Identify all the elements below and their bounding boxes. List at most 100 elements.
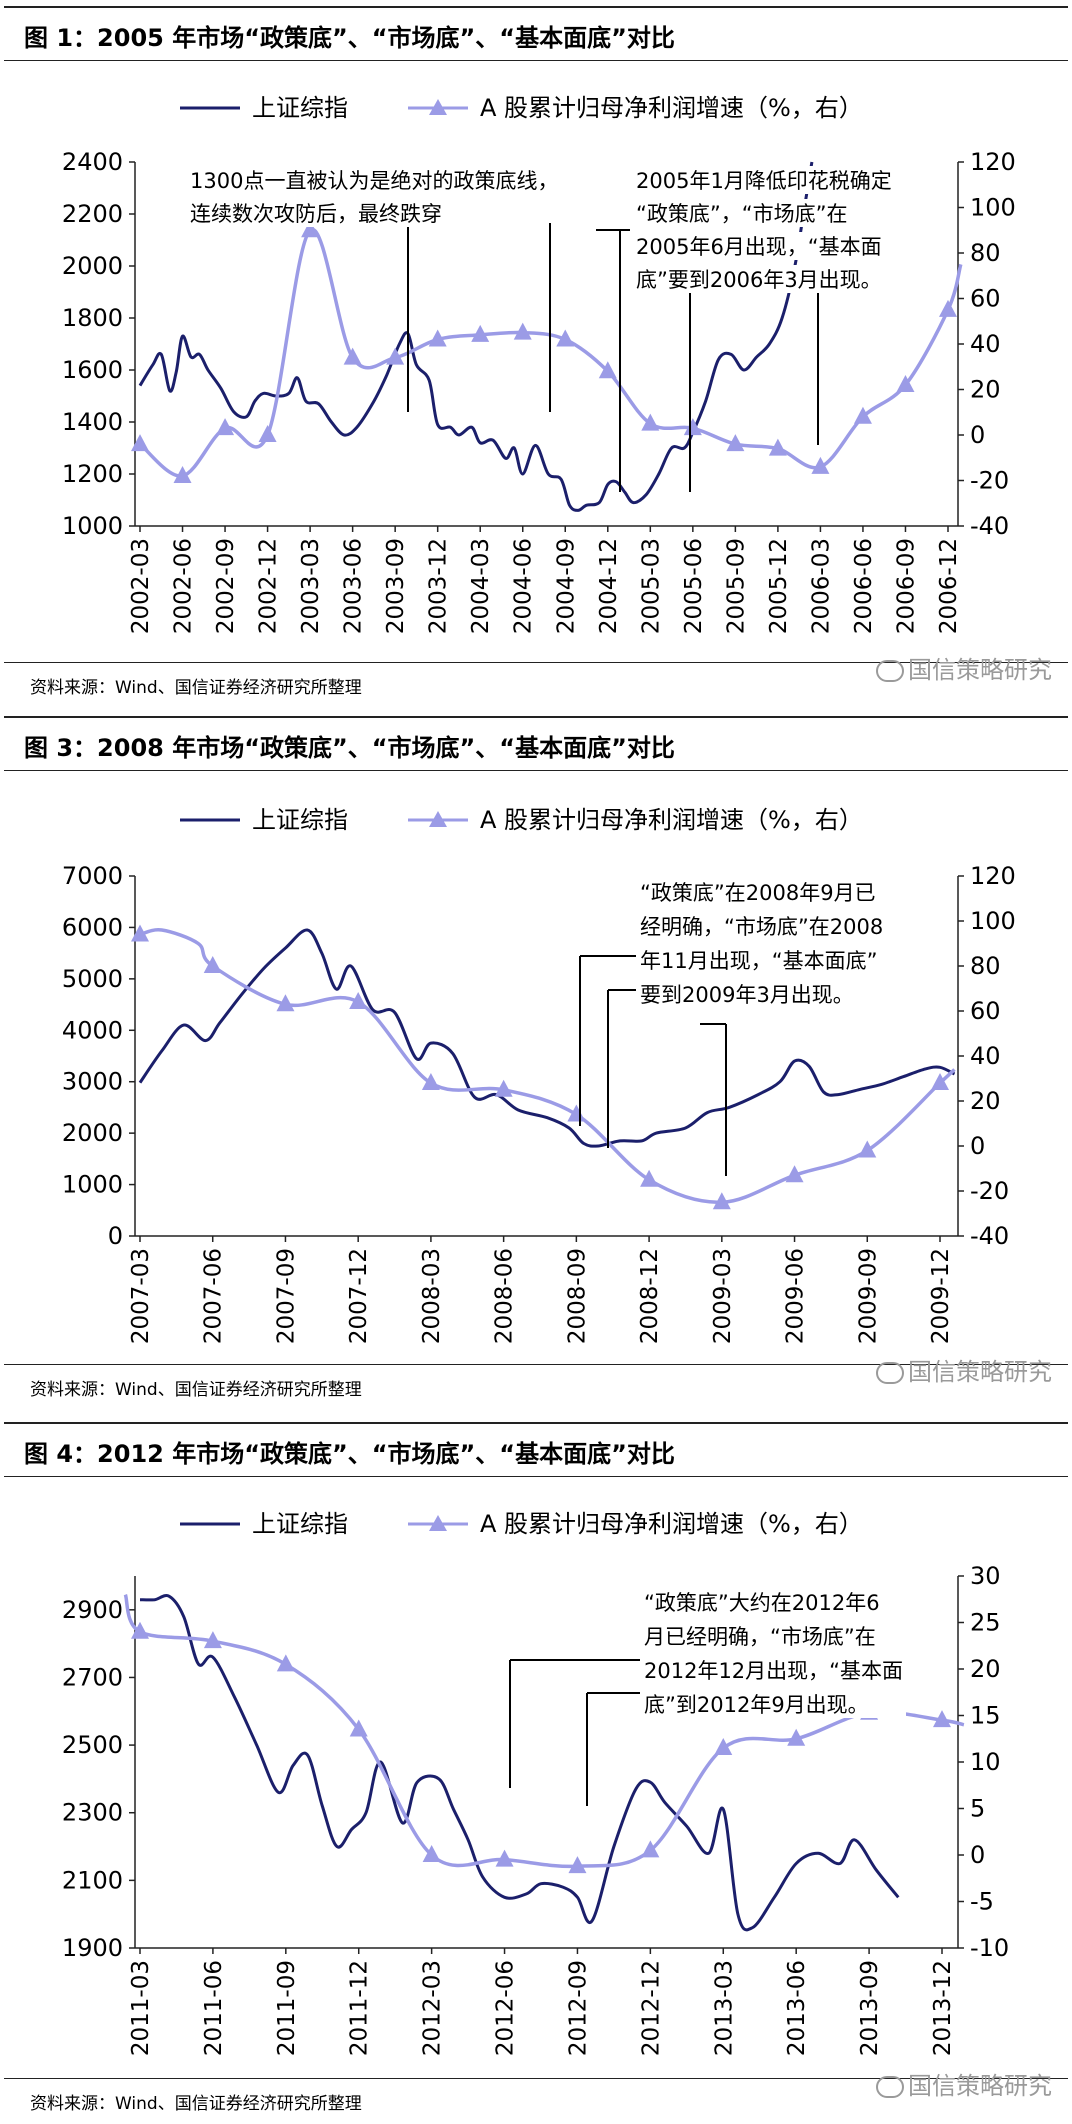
x-tick-label: 2008-06 [492,1248,518,1344]
annotation-backing [186,166,572,194]
chart-2005-svg: 1000 1200 1400 1600 1800 2000 2200 2400 -40 -20 0 2… [62,94,1016,634]
chart-2008-svg: 0 1000 2000 3000 4000 5000 6000 7000 -40 -20 0 20 40… [62,806,1016,1344]
legend-profit-marker [429,811,447,827]
annotation-backing [632,166,918,194]
watermark: 国信策略研究 [876,650,1052,685]
profit-marker [349,992,368,1009]
x-tick-label: 2005-12 [766,538,792,634]
x-tick-label: 2013-03 [711,1960,737,2056]
profit-marker [276,994,295,1012]
watermark-text: 国信策略研究 [908,2072,1052,2100]
chart-title-bar: 图 4：2012 年市场“政策底”、“市场底”、“基本面底”对比 [4,1422,1068,1477]
profit-marker [556,329,575,347]
profit-marker [567,1104,586,1122]
y-left-tick-label: 1400 [62,408,123,436]
annotation-text: “政策底”大约在2012年6 [644,1591,880,1615]
y-left-tick-label: 5000 [62,965,123,993]
wechat-icon [876,2076,904,2098]
annotation-backing [186,199,432,227]
profit-marker [712,1192,731,1210]
profit-marker [933,1710,951,1728]
x-tick-label: 2007-12 [346,1248,372,1344]
legend-index-label: 上证综指 [252,1510,348,1538]
x-tick-label: 2013-12 [930,1960,956,2056]
profit-marker [131,434,149,452]
x-tick-label: 2006-12 [936,538,962,634]
y-right-tick-label: 20 [970,376,1001,404]
x-tick-label: 2007-03 [128,1248,154,1344]
profit-marker [343,347,362,365]
profit-marker [173,465,192,483]
annotation-backing [640,1622,886,1650]
profit-marker [471,324,490,342]
index-series-line [139,1594,900,1932]
profit-marker [726,434,745,452]
annotation-text: 底”要到2006年3月出现。 [636,268,882,292]
y-left-tick-label: 7000 [62,862,123,890]
source-note: 资料来源：Wind、国信证券经济研究所整理 [30,678,362,698]
annotation-text: “政策底”，“市场底”在 [636,202,848,226]
profit-marker [811,456,830,474]
y-left-tick-label: 4000 [62,1016,123,1044]
profit-marker [421,1073,440,1090]
x-tick-label: 2009-12 [928,1248,954,1344]
y-right-tick-label: 40 [970,1042,1001,1070]
x-tick-label: 2012-09 [565,1960,591,2056]
profit-marker [301,220,320,238]
y-left-tick-label: 2500 [62,1731,123,1759]
profit-marker [258,425,277,442]
x-tick-label: 2009-06 [783,1248,809,1344]
x-tick-label: 2004-09 [553,538,579,634]
profit-marker [931,1073,949,1090]
y-left-tick-label: 2300 [62,1799,123,1827]
annotation-text: 月已经明确，“市场底”在 [644,1625,876,1649]
source-note: 资料来源：Wind、国信证券经济研究所整理 [30,1380,362,1400]
x-tick-label: 2008-09 [564,1248,590,1344]
source-bar: 资料来源：Wind、国信证券经济研究所整理 [4,1364,1068,1405]
profit-marker [495,1849,514,1867]
y-right-tick-label: -5 [970,1888,994,1916]
y-left-tick-label: 2400 [62,148,123,176]
x-tick-label: 2007-06 [201,1248,227,1344]
annotation-backing [632,265,918,293]
annotation-backing [636,980,882,1008]
y-left-tick-label: 2200 [62,200,123,228]
x-tick-label: 2012-03 [420,1960,446,2056]
y-left-tick-label: 1000 [62,1171,123,1199]
x-tick-label: 2002-03 [128,538,154,634]
annotation-backing [640,1690,906,1718]
watermark: 国信策略研究 [876,1352,1052,1387]
annotation-backing [636,878,922,906]
profit-marker [858,1140,877,1158]
profit-marker [640,1169,659,1187]
x-tick-label: 2013-06 [784,1960,810,2056]
profit-marker [598,361,617,379]
annotation-backing [632,232,918,260]
y-right-tick-label: 80 [970,239,1001,267]
watermark-text: 国信策略研究 [908,1358,1052,1386]
legend-profit-label: A 股累计归母净利润增速（%，右） [480,94,863,122]
legend-profit-marker [429,1515,447,1531]
x-tick-label: 2007-09 [273,1248,299,1344]
profit-marker [276,1654,295,1672]
profit-marker [896,374,915,392]
annotation-text: 要到2009年3月出现。 [640,983,854,1007]
y-left-tick-label: 2900 [62,1596,123,1624]
y-right-tick-label: -20 [970,467,1009,495]
annotation-text: 底”到2012年9月出现。 [644,1693,869,1717]
y-right-tick-label: 120 [970,862,1016,890]
x-tick-label: 2004-06 [511,538,537,634]
y-right-tick-label: 80 [970,952,1001,980]
chart-title-bar: 图 1：2005 年市场“政策底”、“市场底”、“基本面底”对比 [4,6,1068,61]
annotation-leader-line [808,291,819,445]
annotation-text: 1300点一直被认为是绝对的政策底线， [190,169,558,193]
y-right-tick-label: -40 [970,1222,1009,1250]
y-right-tick-label: 40 [970,330,1001,358]
wechat-icon [876,1362,904,1384]
profit-marker [349,1719,368,1737]
chart-2012-svg: 1900 2100 2300 2500 2700 2900 -10 -5 0 5 10 15 20 25 3… [62,1510,1009,2056]
y-left-tick-label: 2000 [62,1119,123,1147]
x-tick-label: 2006-06 [851,538,877,634]
x-tick-label: 2009-03 [710,1248,736,1344]
chart-panel-2008: 图 3：2008 年市场“政策底”、“市场底”、“基本面底”对比 0 1000 20… [0,710,1072,1416]
